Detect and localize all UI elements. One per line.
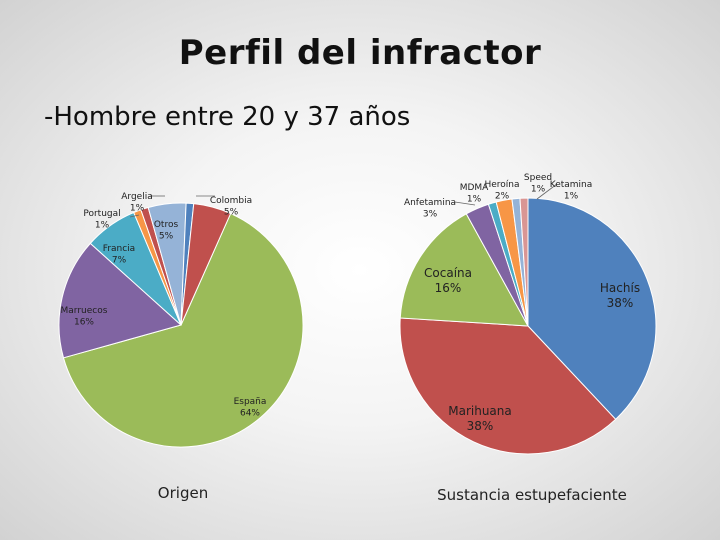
data-label-sustancia-marihuana: Marihuana 38%: [448, 404, 512, 433]
pie-slice-sustancia-cocaina: [399, 213, 529, 327]
chart-title-sustancia: Sustancia estupefaciente: [437, 486, 627, 504]
slide-title: Perfil del infractor: [178, 33, 542, 73]
data-label-origen-argelia: Argelia 1%: [121, 192, 152, 213]
leader-line-sustancia-anfetamina: [454, 201, 476, 206]
data-label-sustancia-ketamina: Ketamina 1%: [550, 180, 593, 201]
slide-subtitle: -Hombre entre 20 y 37 años: [44, 102, 411, 132]
pie-labels-sustancia: Hachís 38% Marihuana 38% Cocaína 16% Anfetamin…: [404, 173, 640, 433]
pie-slice-sustancia-marihuana: [399, 317, 617, 455]
pie-labels-origen: España 64% Marruecos 16% Francia 7% Portugal 1%…: [61, 192, 267, 418]
pie-slice-origen-espana: [62, 212, 304, 448]
pie-slice-origen-marruecos: [58, 242, 183, 359]
pie-slice-origen-colombia: [180, 203, 232, 326]
data-label-sustancia-cocaina: Cocaína 16%: [424, 266, 472, 295]
chart-title-origen: Origen: [158, 484, 208, 502]
data-label-origen-colombia: Colombia 5%: [210, 196, 252, 217]
data-label-origen-portugal: Portugal 1%: [83, 209, 120, 230]
data-label-origen-espana: España 64%: [234, 397, 267, 418]
leader-line-origen-portugal: [129, 214, 140, 218]
data-label-origen-otros: Otros 5%: [154, 220, 179, 241]
data-label-sustancia-heroina: Heroína 2%: [484, 180, 519, 201]
pie-slice-sustancia-ketamina: [519, 197, 529, 327]
pie-chart-sustancia: [399, 197, 657, 455]
data-label-origen-marruecos: Marruecos 16%: [61, 306, 108, 327]
data-label-sustancia-anfetamina: Anfetamina 3%: [404, 198, 456, 219]
pie-slice-sustancia-hachis: [527, 197, 657, 421]
leader-line-sustancia-ketamina: [536, 183, 558, 200]
data-label-sustancia-hachis: Hachís 38%: [600, 281, 640, 310]
pie-chart-origen: [58, 202, 304, 448]
data-label-sustancia-speed: Speed 1%: [524, 173, 552, 194]
data-label-sustancia-mdma: MDMA 1%: [460, 183, 489, 204]
data-label-origen-francia: Francia 7%: [103, 244, 135, 265]
